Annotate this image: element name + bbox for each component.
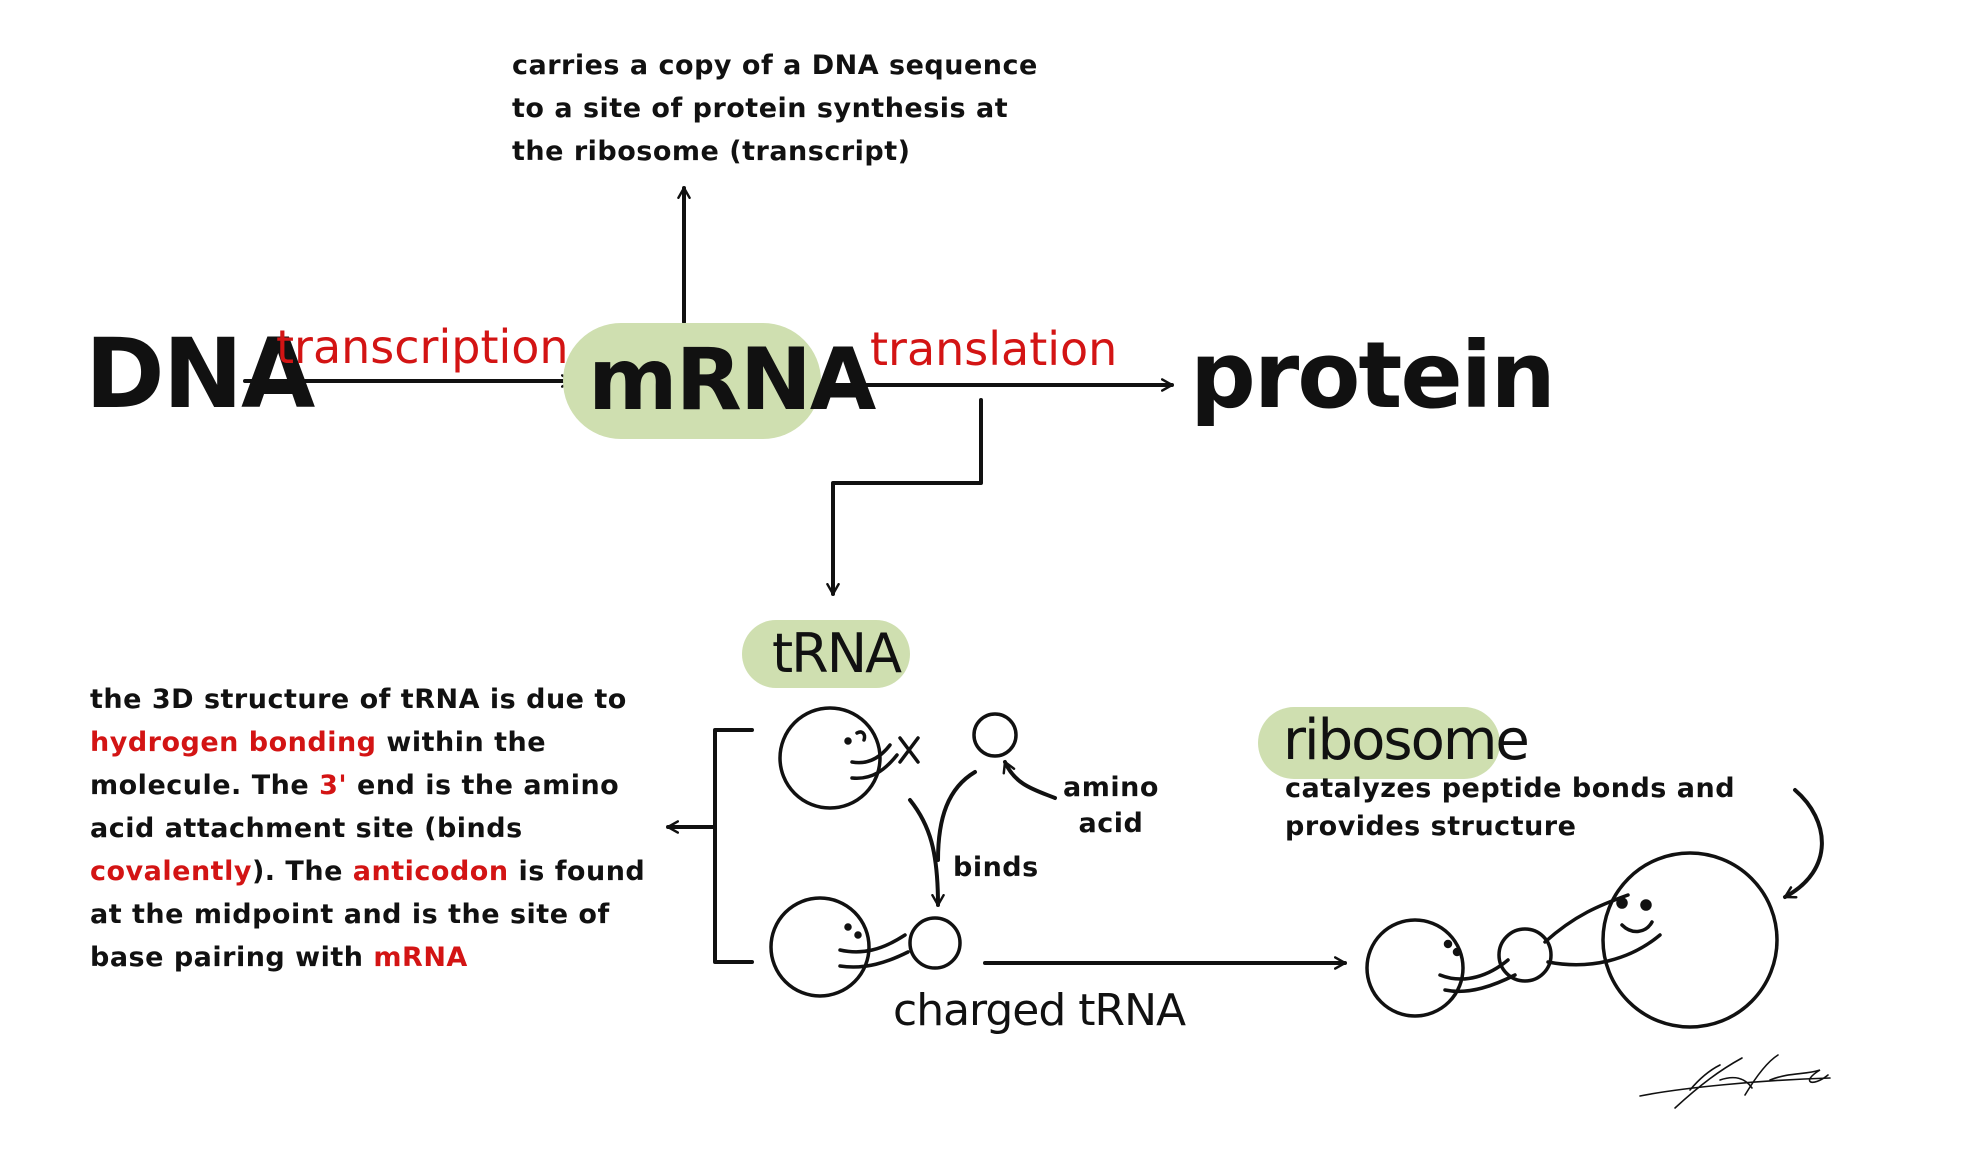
signature-icon bbox=[1639, 1054, 1831, 1109]
ribosome-description: catalyzes peptide bonds and provides str… bbox=[1285, 770, 1735, 846]
charged-trna-icon bbox=[769, 896, 962, 998]
arrow-ribosome-label bbox=[1783, 788, 1824, 899]
hydrogen-bonding-term: hydrogen bonding bbox=[90, 727, 377, 758]
mrna-highlight bbox=[563, 323, 821, 439]
trna-structure-note: the 3D structure of tRNA is due to hydro… bbox=[90, 678, 645, 979]
trna-note-line: covalently). The anticodon is found bbox=[90, 856, 646, 887]
trna-bracket bbox=[713, 728, 754, 964]
trna-note-line: the 3D structure of tRNA is due to bbox=[90, 684, 627, 715]
anticodon-term: anticodon bbox=[352, 856, 509, 887]
amino-acid-label: amino acid bbox=[1063, 772, 1159, 839]
three-prime-term: 3' bbox=[319, 770, 348, 801]
arrow-binds-from-trna bbox=[908, 798, 945, 907]
edge-transcription: transcription bbox=[276, 320, 569, 374]
arrow-translation-to-trna bbox=[826, 398, 983, 596]
arrow-binds-from-amino-acid bbox=[936, 770, 977, 862]
mrna-description-line: the ribosome (transcript) bbox=[512, 136, 911, 167]
amino-acid-icon bbox=[972, 712, 1018, 758]
ribosome-highlight bbox=[1258, 707, 1500, 779]
trna-molecule-icon bbox=[778, 706, 920, 810]
node-dna: DNA bbox=[85, 318, 315, 430]
trna-note-line: molecule. The 3' end is the amino bbox=[90, 770, 620, 801]
mrna-term: mRNA bbox=[373, 942, 468, 973]
edge-translation: translation bbox=[870, 322, 1118, 376]
arrow-amino-acid-label bbox=[1002, 760, 1057, 800]
edge-binds: binds bbox=[953, 852, 1039, 883]
covalently-term: covalently bbox=[90, 856, 252, 887]
ribosome-description-line: catalyzes peptide bonds and bbox=[1285, 773, 1736, 804]
ribosome-complex-icon bbox=[1365, 851, 1779, 1029]
trna-note-line: hydrogen bonding within the bbox=[90, 727, 547, 758]
trna-note-line: acid attachment site (binds bbox=[90, 813, 523, 844]
node-mrna: mRNA bbox=[588, 330, 876, 430]
node-protein: protein bbox=[1190, 322, 1556, 429]
mrna-description-line: to a site of protein synthesis at bbox=[512, 93, 1009, 124]
node-trna: tRNA bbox=[772, 622, 902, 685]
trna-note-line: base pairing with mRNA bbox=[90, 942, 468, 973]
node-ribosome: ribosome bbox=[1283, 708, 1530, 773]
node-charged-trna: charged tRNA bbox=[893, 985, 1186, 1036]
mrna-description-line: carries a copy of a DNA sequence bbox=[512, 50, 1038, 81]
trna-note-line: at the midpoint and is the site of bbox=[90, 899, 610, 930]
mrna-description: carries a copy of a DNA sequence to a si… bbox=[512, 44, 1038, 173]
trna-highlight bbox=[742, 620, 910, 688]
ribosome-description-line: provides structure bbox=[1285, 811, 1577, 842]
